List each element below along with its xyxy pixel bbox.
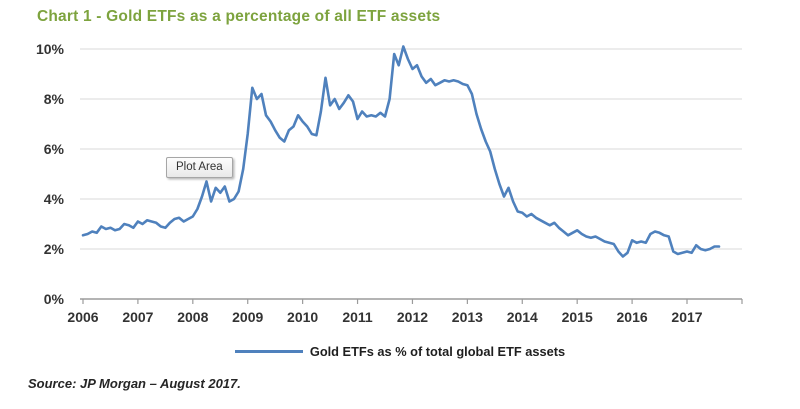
- x-axis: [80, 298, 743, 304]
- svg-text:2006: 2006: [67, 309, 98, 325]
- plot-area-label: Plot Area: [176, 161, 223, 173]
- chart-title: Chart 1 - Gold ETFs as a percentage of a…: [37, 8, 441, 25]
- svg-text:2013: 2013: [452, 309, 483, 325]
- svg-text:2012: 2012: [397, 309, 428, 325]
- x-axis-labels: 2006 2007 2008 2009 2010 2011 2012 2013 2014 2015…: [67, 309, 702, 325]
- svg-text:2016: 2016: [617, 309, 648, 325]
- svg-text:2015: 2015: [562, 309, 593, 325]
- legend-label: Gold ETFs as % of total global ETF asset…: [309, 344, 566, 359]
- legend[interactable]: Gold ETFs as % of total global ETF asset…: [0, 344, 800, 359]
- svg-text:2007: 2007: [122, 309, 153, 325]
- source-note: Source: JP Morgan – August 2017.: [28, 376, 241, 391]
- svg-text:4%: 4%: [44, 191, 65, 207]
- svg-text:2009: 2009: [232, 309, 263, 325]
- plot-area-tooltip[interactable]: Plot Area: [166, 157, 233, 178]
- y-axis-labels: 0% 2% 4% 6% 8% 10%: [36, 41, 65, 307]
- svg-text:2011: 2011: [342, 309, 373, 325]
- svg-text:2%: 2%: [44, 241, 65, 257]
- svg-text:10%: 10%: [36, 41, 65, 57]
- svg-text:2017: 2017: [671, 309, 702, 325]
- svg-text:2010: 2010: [287, 309, 318, 325]
- svg-text:2008: 2008: [177, 309, 208, 325]
- y-gridlines: [80, 48, 742, 250]
- data-series-line[interactable]: [81, 45, 721, 258]
- svg-text:2014: 2014: [507, 309, 538, 325]
- svg-text:8%: 8%: [44, 91, 65, 107]
- legend-line-swatch: [234, 349, 303, 354]
- svg-text:6%: 6%: [44, 141, 65, 157]
- svg-text:0%: 0%: [44, 291, 65, 307]
